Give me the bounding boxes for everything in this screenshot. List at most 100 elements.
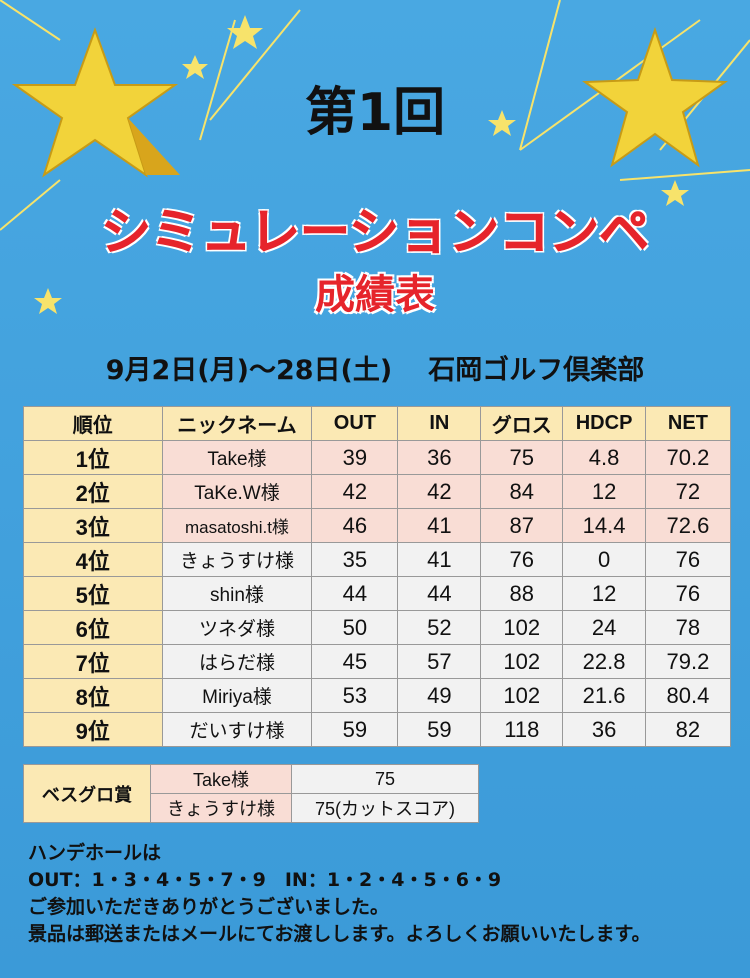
cell-out: 35: [311, 542, 399, 577]
table-row: 6位 ツネダ様 50 52 102 24 78: [23, 610, 732, 645]
star-icon-small-5: [661, 180, 689, 206]
prize-notice: 景品は郵送またはメールにてお渡しします。よろしくお願いいたします。: [28, 923, 651, 945]
date-range: 9月2日(月)〜28日(土): [105, 355, 393, 386]
cell-rank: 1位: [23, 440, 163, 475]
cell-nickname: Miriya様: [161, 678, 313, 713]
cell-rank: 7位: [23, 644, 163, 679]
cell-hdcp: 0: [562, 542, 646, 577]
cell-gross: 87: [480, 508, 564, 543]
cell-net: 80.4: [644, 678, 732, 713]
best-gross-score: 75: [291, 764, 479, 794]
star-icon-small-3: [34, 288, 62, 314]
cell-hdcp: 14.4: [562, 508, 646, 543]
cell-in: 52: [397, 610, 482, 645]
cell-hdcp: 22.8: [562, 644, 646, 679]
footer-notes: ハンデホールは OUT：1・3・4・5・7・9 IN：1・2・4・5・6・9 ご…: [28, 840, 651, 948]
table-row: 3位 masatoshi.t様 46 41 87 14.4 72.6: [23, 508, 732, 543]
cell-net: 70.2: [644, 440, 732, 475]
col-rank: 順位: [23, 406, 163, 441]
cell-hdcp: 4.8: [562, 440, 646, 475]
title-prefix: 第: [304, 83, 357, 143]
cell-hdcp: 12: [562, 474, 646, 509]
cell-nickname: Take様: [161, 440, 313, 475]
cell-gross: 118: [480, 712, 564, 747]
cell-gross: 102: [480, 610, 564, 645]
cell-out: 46: [311, 508, 399, 543]
cell-net: 78: [644, 610, 732, 645]
cell-rank: 9位: [23, 712, 163, 747]
cell-nickname: shin様: [161, 576, 313, 611]
handicap-holes-heading: ハンデホールは: [28, 842, 162, 864]
star-icon-small-4: [488, 110, 516, 136]
cell-rank: 4位: [23, 542, 163, 577]
cell-in: 57: [397, 644, 482, 679]
cell-nickname: きょうすけ様: [161, 542, 313, 577]
cell-net: 76: [644, 542, 732, 577]
cell-nickname: だいすけ様: [161, 712, 313, 747]
cell-net: 72.6: [644, 508, 732, 543]
cell-in: 36: [397, 440, 482, 475]
cell-out: 42: [311, 474, 399, 509]
cell-in: 49: [397, 678, 482, 713]
best-gross-name: きょうすけ様: [150, 793, 292, 823]
cell-nickname: masatoshi.t様: [161, 508, 313, 543]
results-table: 順位 ニックネーム OUT IN グロス HDCP NET 1位 Take様 3…: [23, 406, 732, 747]
col-nickname: ニックネーム: [161, 406, 313, 441]
table-row: 4位 きょうすけ様 35 41 76 0 76: [23, 542, 732, 577]
cell-rank: 3位: [23, 508, 163, 543]
cell-in: 59: [397, 712, 482, 747]
cell-hdcp: 36: [562, 712, 646, 747]
results-heading: 成績表: [315, 272, 435, 318]
title-number: 1: [356, 83, 394, 143]
cell-net: 72: [644, 474, 732, 509]
star-icon-small-1: [227, 15, 263, 49]
cell-net: 82: [644, 712, 732, 747]
cell-gross: 75: [480, 440, 564, 475]
cell-in: 42: [397, 474, 482, 509]
col-net: NET: [644, 406, 732, 441]
cell-out: 59: [311, 712, 399, 747]
cell-rank: 5位: [23, 576, 163, 611]
table-row: 7位 はらだ様 45 57 102 22.8 79.2: [23, 644, 732, 679]
cell-gross: 84: [480, 474, 564, 509]
venue-name: 石岡ゴルフ倶楽部: [428, 355, 645, 386]
cell-rank: 2位: [23, 474, 163, 509]
cell-rank: 8位: [23, 678, 163, 713]
cell-nickname: はらだ様: [161, 644, 313, 679]
col-hdcp: HDCP: [562, 406, 646, 441]
cell-gross: 102: [480, 678, 564, 713]
results-header-row: 順位 ニックネーム OUT IN グロス HDCP NET: [23, 406, 732, 441]
date-venue-line: 9月2日(月)〜28日(土) 石岡ゴルフ倶楽部: [0, 348, 750, 387]
cell-hdcp: 12: [562, 576, 646, 611]
cell-gross: 88: [480, 576, 564, 611]
cell-in: 41: [397, 542, 482, 577]
best-gross-name: Take様: [150, 764, 292, 794]
thanks-message: ご参加いただきありがとうございました。: [28, 896, 390, 918]
cell-in: 44: [397, 576, 482, 611]
table-row: 1位 Take様 39 36 75 4.8 70.2: [23, 440, 732, 475]
star-icon-small-2: [182, 55, 208, 79]
table-row: 9位 だいすけ様 59 59 118 36 82: [23, 712, 732, 747]
best-gross-label: ベスグロ賞: [23, 764, 151, 823]
cell-gross: 76: [480, 542, 564, 577]
event-title: 第1回: [0, 70, 750, 145]
col-gross: グロス: [480, 406, 564, 441]
star-icon-left-big: [11, 27, 179, 178]
cell-in: 41: [397, 508, 482, 543]
cell-gross: 102: [480, 644, 564, 679]
title-suffix: 回: [393, 83, 446, 143]
cell-nickname: ツネダ様: [161, 610, 313, 645]
col-out: OUT: [311, 406, 399, 441]
table-row: 2位 TaKe.W様 42 42 84 12 72: [23, 474, 732, 509]
col-in: IN: [397, 406, 482, 441]
best-gross-table: ベスグロ賞 Take様 75 きょうすけ様 75(カットスコア): [23, 764, 479, 823]
table-row: 8位 Miriya様 53 49 102 21.6 80.4: [23, 678, 732, 713]
cell-net: 79.2: [644, 644, 732, 679]
cell-nickname: TaKe.W様: [161, 474, 313, 509]
cell-out: 44: [311, 576, 399, 611]
cell-rank: 6位: [23, 610, 163, 645]
cell-out: 50: [311, 610, 399, 645]
table-row: 5位 shin様 44 44 88 12 76: [23, 576, 732, 611]
cell-net: 76: [644, 576, 732, 611]
handicap-holes-list: OUT：1・3・4・5・7・9 IN：1・2・4・5・6・9: [28, 869, 502, 891]
